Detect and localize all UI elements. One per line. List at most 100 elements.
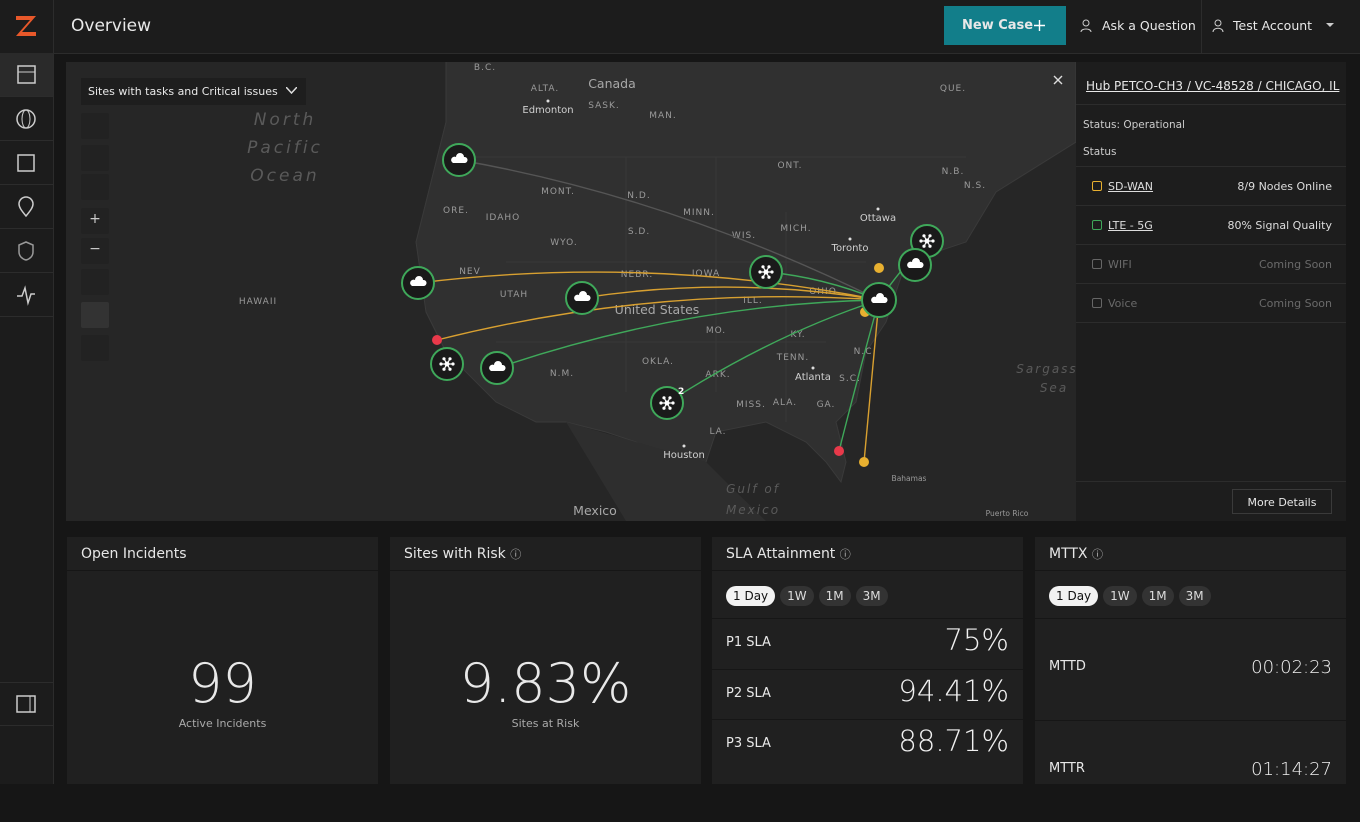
map-refresh-button[interactable] xyxy=(81,145,109,171)
ask-question[interactable]: Ask a Question xyxy=(1080,18,1196,33)
range-tab[interactable]: 1W xyxy=(780,586,814,606)
map-label: NEV xyxy=(459,267,481,277)
zoom-out-button[interactable]: − xyxy=(81,238,109,264)
account-label: Test Account xyxy=(1233,18,1313,33)
row-icon xyxy=(1092,181,1102,191)
metric-name: MTTD xyxy=(1049,659,1086,674)
map-label: GA. xyxy=(817,400,836,410)
hub-dot xyxy=(922,234,926,238)
nav-dashboard[interactable] xyxy=(0,53,53,97)
metric-name: P2 SLA xyxy=(726,685,771,701)
site-link xyxy=(458,159,880,301)
hub-dot xyxy=(668,406,672,410)
hub-dot xyxy=(922,244,926,248)
info-icon[interactable]: ⓘ xyxy=(1091,548,1103,561)
map-label: IOWA xyxy=(692,269,720,279)
site-node[interactable] xyxy=(442,143,476,177)
nav-topology[interactable] xyxy=(0,141,53,185)
map-label: Mexico xyxy=(573,503,617,518)
metric-row: MTTD 00:02:23 xyxy=(1035,618,1346,720)
map-label: Gulf of xyxy=(726,482,780,496)
map-label: Edmonton xyxy=(522,105,573,116)
range-tab[interactable]: 1 Day xyxy=(726,586,776,606)
map-label: MISS. xyxy=(736,400,766,410)
metric-name: P3 SLA xyxy=(726,736,771,751)
status-row: LTE - 5G 80% Signal Quality xyxy=(1076,206,1346,245)
map-expand-button[interactable] xyxy=(81,174,109,200)
filter-dropdown[interactable]: Sites with tasks and Critical issues xyxy=(81,78,306,105)
row-value: Coming Soon xyxy=(1258,258,1332,271)
page: Overview New Case Ask a Question Test Ac… xyxy=(0,0,1360,784)
nav-collapse[interactable] xyxy=(0,682,53,726)
row-name[interactable]: LTE - 5G xyxy=(1108,219,1153,232)
map-label: N.D. xyxy=(627,191,650,201)
ask-label: Ask a Question xyxy=(1102,18,1196,33)
map-label: NEBR. xyxy=(621,270,653,280)
range-tab[interactable]: 1M xyxy=(818,586,851,606)
hub-dot xyxy=(919,239,923,243)
info-icon[interactable]: ⓘ xyxy=(510,548,522,561)
city-dot xyxy=(546,99,550,103)
hub-dot xyxy=(758,270,762,274)
site-node[interactable] xyxy=(898,248,932,282)
tab-group: 1 Day 1W 1M 3M xyxy=(726,585,893,606)
tab-group: 1 Day 1W 1M 3M xyxy=(1049,585,1216,606)
map-label: N.B. xyxy=(942,167,965,177)
hub-core xyxy=(444,361,450,367)
status-row: SD-WAN 8/9 Nodes Online xyxy=(1076,167,1346,206)
site-node[interactable] xyxy=(861,282,897,318)
map-label: ILL. xyxy=(743,296,763,306)
incidents-caption: Active Incidents xyxy=(178,717,267,730)
site-node[interactable] xyxy=(480,351,514,385)
map-label: QUE. xyxy=(940,84,966,94)
map-label: WIS. xyxy=(732,231,756,241)
map-layer-button[interactable] xyxy=(81,269,109,295)
site-link xyxy=(863,299,880,463)
map-label: Puerto Rico xyxy=(986,509,1029,518)
more-details-button[interactable]: More Details xyxy=(1232,489,1332,514)
logo[interactable] xyxy=(13,13,39,39)
site-node[interactable] xyxy=(749,255,783,289)
nav-globe[interactable] xyxy=(0,97,53,141)
divider xyxy=(1076,481,1346,482)
hub-dot xyxy=(767,265,771,269)
range-tab[interactable]: 3M xyxy=(855,586,888,606)
new-case-button[interactable]: New Case xyxy=(944,6,1066,45)
nav-sites[interactable] xyxy=(0,185,53,229)
range-tab[interactable]: 1M xyxy=(1141,586,1174,606)
hub-link[interactable]: Hub PETCO-CH3 / VC-48528 / CHICAGO, IL xyxy=(1086,79,1340,93)
account-menu[interactable]: Test Account xyxy=(1211,18,1341,33)
status-line: Status: Operational xyxy=(1083,119,1185,131)
hub-dot xyxy=(659,401,663,405)
zoom-in-button[interactable]: + xyxy=(81,208,109,234)
alert-dot xyxy=(834,446,844,456)
site-node[interactable] xyxy=(650,386,684,420)
map[interactable]: B.C. Canada ALTA. Edmonton SASK. MAN. North Pac… xyxy=(66,62,1076,521)
site-node[interactable] xyxy=(430,347,464,381)
metric-value: 01:14:27 xyxy=(1251,759,1332,780)
title-text: Sites with Risk xyxy=(404,546,506,562)
range-tab[interactable]: 1 Day xyxy=(1049,586,1099,606)
metric-row: MTTR 01:14:27 xyxy=(1035,720,1346,822)
site-node[interactable] xyxy=(565,281,599,315)
site-node[interactable] xyxy=(401,266,435,300)
close-icon[interactable] xyxy=(1053,75,1063,85)
map-label: ALA. xyxy=(773,398,797,408)
hub-dot xyxy=(662,396,666,400)
site-link xyxy=(436,295,880,341)
row-value: 80% Signal Quality xyxy=(1227,219,1332,232)
nav-activity[interactable] xyxy=(0,273,53,317)
range-tab[interactable]: 1W xyxy=(1103,586,1137,606)
map-label: ONT. xyxy=(777,161,802,171)
row-value: Coming Soon xyxy=(1258,297,1332,310)
map-hub-button[interactable] xyxy=(81,302,109,328)
row-name[interactable]: SD-WAN xyxy=(1108,180,1154,193)
map-list-button[interactable] xyxy=(81,335,109,361)
map-label: ALTA. xyxy=(531,84,560,94)
range-tab[interactable]: 3M xyxy=(1178,586,1211,606)
nav-security[interactable] xyxy=(0,229,53,273)
info-icon[interactable]: ⓘ xyxy=(839,548,851,561)
site-link xyxy=(496,299,880,369)
map-globe-button[interactable] xyxy=(81,113,109,139)
map-label: MO. xyxy=(706,326,726,336)
